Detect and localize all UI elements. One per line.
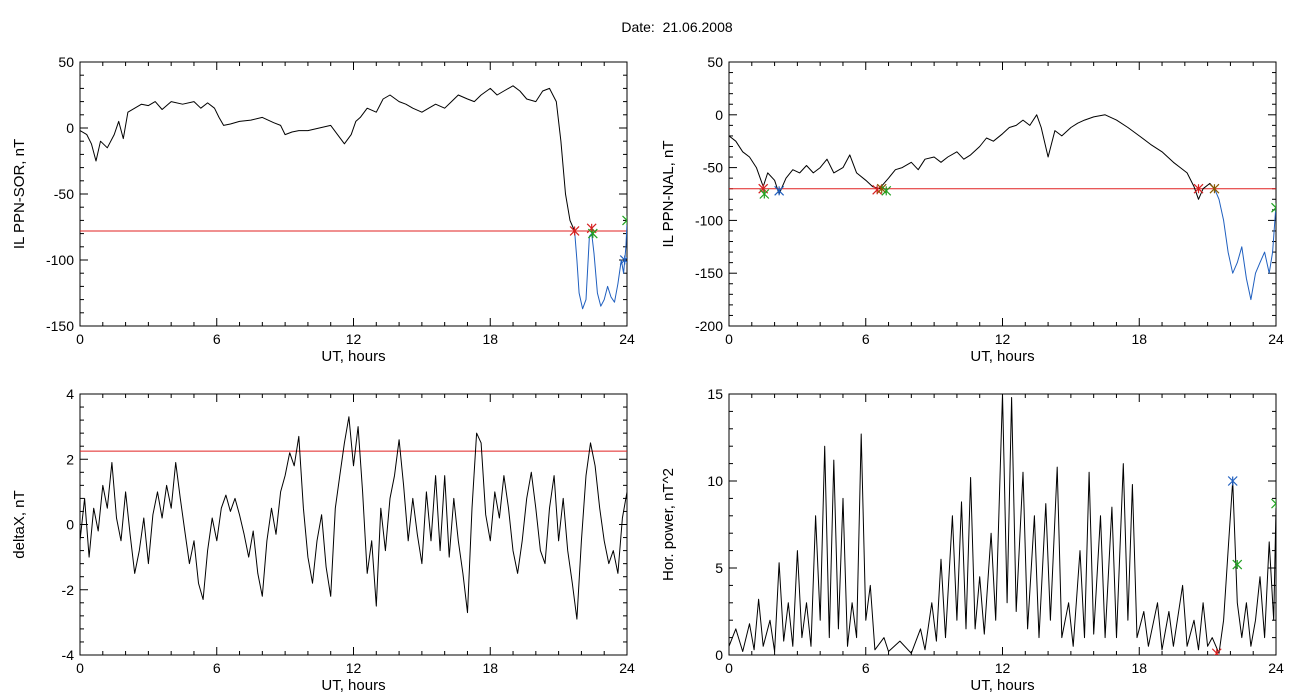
plot-area	[80, 416, 627, 620]
plot-area	[80, 85, 627, 310]
plot-area	[729, 394, 1276, 655]
x-tick-label: 12	[346, 660, 362, 676]
event-marker	[622, 215, 627, 226]
y-tick-label: 0	[66, 120, 74, 136]
event-marker	[587, 228, 598, 239]
plot-frame	[728, 61, 1277, 327]
series-line	[80, 85, 576, 232]
y-axis-title: Hor. power, nT^2	[660, 468, 677, 581]
event-marker	[1209, 183, 1220, 194]
event-marker	[569, 226, 580, 236]
series-line	[574, 222, 627, 310]
y-tick-label: -4	[62, 647, 75, 663]
y-axis-title: IL PPN-NAL, nT	[660, 141, 677, 248]
series-line	[1214, 188, 1276, 301]
y-tick-label: -50	[703, 160, 723, 176]
y-tick-label: -100	[46, 252, 74, 268]
x-tick-label: 18	[482, 331, 498, 347]
event-marker	[774, 185, 785, 196]
plot-area	[729, 114, 1276, 301]
series-line	[80, 416, 627, 620]
y-tick-label: 0	[715, 647, 723, 663]
y-tick-label: 50	[707, 54, 723, 70]
plot-frame	[728, 393, 1277, 656]
x-tick-label: 12	[995, 660, 1011, 676]
x-tick-label: 6	[862, 660, 870, 676]
page-title: Date: 21.06.2008	[621, 19, 733, 35]
x-tick-label: 6	[213, 331, 221, 347]
event-marker	[619, 255, 627, 265]
x-tick-label: 12	[995, 331, 1011, 347]
x-tick-label: 0	[76, 660, 84, 676]
x-tick-label: 0	[725, 660, 733, 676]
y-tick-label: 5	[715, 560, 723, 576]
plot-frame	[79, 393, 628, 656]
x-axis-title: UT, hours	[970, 348, 1034, 365]
x-axis-title: UT, hours	[321, 348, 385, 365]
y-tick-label: -150	[695, 265, 723, 281]
event-marker	[1211, 648, 1222, 655]
x-tick-label: 24	[1268, 660, 1284, 676]
y-tick-label: 10	[707, 473, 723, 489]
panel-il-ppn-sor: 0 6 12 18 24 -150 -100 -50 0 50 UT, hours IL PPN-SO…	[11, 54, 635, 365]
x-tick-label: 24	[1268, 331, 1284, 347]
y-axis-title: deltaX, nT	[11, 490, 28, 558]
event-marker	[1271, 202, 1276, 213]
x-axis-title: UT, hours	[970, 677, 1034, 694]
y-tick-label: 4	[66, 386, 74, 402]
panel-hor-power: 0 6 12 18 24 0 5 10 15 UT, hours Hor. power, nT^2	[660, 386, 1284, 694]
panel-il-ppn-nal: 0 6 12 18 24 -200 -150 -100 -50 0 50 UT, hours IL PP…	[660, 54, 1284, 365]
event-marker	[759, 189, 770, 199]
event-marker	[1193, 183, 1204, 194]
event-marker	[1227, 476, 1238, 486]
x-tick-label: 18	[1131, 331, 1147, 347]
x-tick-label: 6	[213, 660, 221, 676]
y-tick-label: -50	[54, 186, 74, 202]
y-tick-label: 2	[66, 451, 74, 467]
x-axis-title: UT, hours	[321, 677, 385, 694]
x-tick-label: 0	[76, 331, 84, 347]
event-marker	[1271, 498, 1276, 509]
x-tick-label: 0	[725, 331, 733, 347]
y-axis-title: IL PPN-SOR, nT	[11, 139, 28, 249]
y-tick-label: -200	[695, 318, 723, 334]
x-tick-label: 6	[862, 331, 870, 347]
plot-frame	[79, 61, 628, 327]
y-tick-label: 0	[715, 107, 723, 123]
event-marker	[1232, 559, 1243, 570]
series-line	[729, 114, 1215, 200]
y-tick-label: -100	[695, 212, 723, 228]
x-tick-label: 24	[619, 660, 635, 676]
y-tick-label: 15	[707, 386, 723, 402]
series-line	[729, 394, 1276, 654]
y-tick-label: -150	[46, 318, 74, 334]
x-tick-label: 24	[619, 331, 635, 347]
y-tick-label: 0	[66, 517, 74, 533]
y-tick-label: -2	[62, 582, 75, 598]
x-tick-label: 18	[1131, 660, 1147, 676]
y-tick-label: 50	[58, 54, 74, 70]
x-tick-label: 18	[482, 660, 498, 676]
x-tick-label: 12	[346, 331, 362, 347]
event-marker	[881, 185, 892, 196]
